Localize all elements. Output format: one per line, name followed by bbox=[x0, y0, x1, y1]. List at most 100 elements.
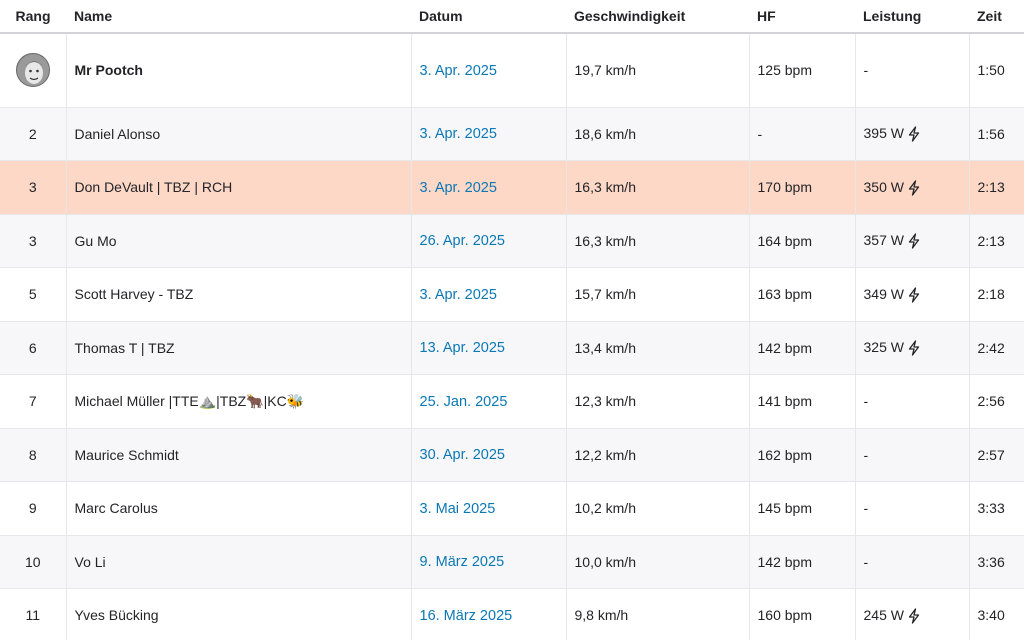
table-row[interactable]: 6 Thomas T | TBZ 13. Apr. 2025 13,4 km/h… bbox=[0, 321, 1024, 375]
table-row[interactable]: 7 Michael Müller |TTE⛰️|TBZ🐂|KC🐝 25. Jan… bbox=[0, 374, 1024, 429]
speed-cell: 19,7 km/h bbox=[566, 33, 750, 108]
hr-cell: 145 bpm bbox=[749, 481, 856, 536]
power-cell: - bbox=[855, 374, 970, 429]
speed-cell: 16,3 km/h bbox=[566, 160, 750, 215]
date-cell: 16. März 2025 bbox=[411, 588, 567, 640]
power-value: 395 W bbox=[863, 125, 904, 142]
athlete-name[interactable]: Daniel Alonso bbox=[66, 107, 412, 161]
time-cell: 2:42 bbox=[969, 321, 1024, 375]
header-rank: Rang bbox=[0, 0, 66, 34]
lightning-bolt-icon bbox=[907, 126, 921, 143]
date-cell: 13. Apr. 2025 bbox=[411, 321, 567, 375]
table-row[interactable]: 11 Yves Bücking 16. März 2025 9,8 km/h 1… bbox=[0, 588, 1024, 640]
table-row[interactable]: 5 Scott Harvey - TBZ 3. Apr. 2025 15,7 k… bbox=[0, 267, 1024, 322]
activity-date-link[interactable]: 25. Jan. 2025 bbox=[419, 393, 508, 410]
rank-cell: 6 bbox=[0, 321, 67, 375]
header-name: Name bbox=[66, 0, 411, 34]
time-cell: 3:36 bbox=[969, 535, 1024, 589]
activity-date-link[interactable]: 9. März 2025 bbox=[419, 554, 505, 571]
table-row[interactable]: 2 Daniel Alonso 3. Apr. 2025 18,6 km/h -… bbox=[0, 107, 1024, 161]
rank-cell: 8 bbox=[0, 428, 67, 482]
header-time: Zeit bbox=[969, 0, 1024, 34]
hr-cell: 125 bpm bbox=[749, 33, 856, 108]
activity-date-link[interactable]: 3. Mai 2025 bbox=[419, 500, 496, 517]
header-speed: Geschwindigkeit bbox=[566, 0, 749, 34]
lightning-bolt-icon bbox=[907, 608, 921, 624]
rank-cell: 10 bbox=[0, 535, 67, 589]
power-cell: - bbox=[855, 33, 970, 108]
rank-cell: 3 bbox=[0, 214, 67, 268]
rank-cell: 9 bbox=[0, 481, 67, 536]
athlete-name[interactable]: Maurice Schmidt bbox=[66, 428, 412, 482]
power-value: 357 W bbox=[863, 232, 904, 249]
table-row-highlighted[interactable]: 3 Don DeVault | TBZ | RCH 3. Apr. 2025 1… bbox=[0, 160, 1024, 215]
lightning-bolt-icon bbox=[907, 180, 921, 196]
date-cell: 3. Mai 2025 bbox=[411, 481, 567, 536]
table-header: Rang Name Datum Geschwindigkeit HF Leist… bbox=[0, 0, 1024, 34]
speed-cell: 10,2 km/h bbox=[566, 481, 750, 536]
speed-cell: 18,6 km/h bbox=[566, 107, 750, 161]
activity-date-link[interactable]: 3. Apr. 2025 bbox=[419, 62, 497, 79]
athlete-name[interactable]: Vo Li bbox=[66, 535, 412, 589]
power-value: 245 W bbox=[863, 606, 904, 623]
lightning-bolt-icon bbox=[907, 233, 921, 250]
power-value: 349 W bbox=[863, 285, 904, 302]
athlete-name[interactable]: Scott Harvey - TBZ bbox=[66, 267, 412, 322]
activity-date-link[interactable]: 3. Apr. 2025 bbox=[419, 286, 497, 303]
header-hr: HF bbox=[749, 0, 855, 34]
time-cell: 2:57 bbox=[969, 428, 1024, 482]
power-cell: 350 W bbox=[855, 160, 970, 215]
speed-cell: 13,4 km/h bbox=[566, 321, 750, 375]
athlete-name[interactable]: Mr Pootch bbox=[66, 33, 412, 108]
power-value: 325 W bbox=[863, 339, 904, 356]
power-cell: - bbox=[855, 428, 970, 482]
lightning-bolt-icon bbox=[907, 287, 921, 303]
table-body: Mr Pootch 3. Apr. 2025 19,7 km/h 125 bpm… bbox=[0, 33, 1024, 640]
athlete-name[interactable]: Gu Mo bbox=[66, 214, 412, 268]
power-cell: 325 W bbox=[855, 321, 970, 375]
table-row[interactable]: 9 Marc Carolus 3. Mai 2025 10,2 km/h 145… bbox=[0, 481, 1024, 536]
power-cell: - bbox=[855, 535, 970, 589]
hr-cell: 141 bpm bbox=[749, 374, 856, 429]
speed-cell: 10,0 km/h bbox=[566, 535, 750, 589]
athlete-name[interactable]: Thomas T | TBZ bbox=[66, 321, 412, 375]
date-cell: 3. Apr. 2025 bbox=[411, 160, 567, 215]
rank-cell: 2 bbox=[0, 107, 67, 161]
activity-date-link[interactable]: 3. Apr. 2025 bbox=[419, 126, 497, 143]
time-cell: 3:40 bbox=[969, 588, 1024, 640]
rank-cell: 7 bbox=[0, 374, 67, 429]
activity-date-link[interactable]: 26. Apr. 2025 bbox=[419, 233, 505, 250]
date-cell: 3. Apr. 2025 bbox=[411, 267, 567, 322]
athlete-name[interactable]: Yves Bücking bbox=[66, 588, 412, 640]
hr-cell: 142 bpm bbox=[749, 321, 856, 375]
header-date: Datum bbox=[411, 0, 566, 34]
lightning-bolt-icon bbox=[907, 340, 921, 357]
speed-cell: 15,7 km/h bbox=[566, 267, 750, 322]
avatar[interactable] bbox=[15, 53, 50, 88]
activity-date-link[interactable]: 13. Apr. 2025 bbox=[419, 340, 505, 357]
date-cell: 3. Apr. 2025 bbox=[411, 33, 567, 108]
table-row[interactable]: Mr Pootch 3. Apr. 2025 19,7 km/h 125 bpm… bbox=[0, 33, 1024, 108]
activity-date-link[interactable]: 16. März 2025 bbox=[419, 607, 513, 624]
speed-cell: 12,3 km/h bbox=[566, 374, 750, 429]
header-power: Leistung bbox=[855, 0, 969, 34]
hr-cell: 162 bpm bbox=[749, 428, 856, 482]
time-cell: 1:56 bbox=[969, 107, 1024, 161]
activity-date-link[interactable]: 30. Apr. 2025 bbox=[419, 447, 505, 464]
athlete-name[interactable]: Michael Müller |TTE⛰️|TBZ🐂|KC🐝 bbox=[66, 374, 412, 429]
power-cell: - bbox=[855, 481, 970, 536]
power-cell: 349 W bbox=[855, 267, 970, 322]
hr-cell: 170 bpm bbox=[749, 160, 856, 215]
table-row[interactable]: 3 Gu Mo 26. Apr. 2025 16,3 km/h 164 bpm … bbox=[0, 214, 1024, 268]
time-cell: 2:56 bbox=[969, 374, 1024, 429]
hr-cell: - bbox=[749, 107, 856, 161]
speed-cell: 9,8 km/h bbox=[566, 588, 750, 640]
table-row[interactable]: 8 Maurice Schmidt 30. Apr. 2025 12,2 km/… bbox=[0, 428, 1024, 482]
speed-cell: 12,2 km/h bbox=[566, 428, 750, 482]
activity-date-link[interactable]: 3. Apr. 2025 bbox=[419, 179, 497, 196]
time-cell: 2:13 bbox=[969, 214, 1024, 268]
table-row[interactable]: 10 Vo Li 9. März 2025 10,0 km/h 142 bpm … bbox=[0, 535, 1024, 589]
hr-cell: 163 bpm bbox=[749, 267, 856, 322]
athlete-name[interactable]: Marc Carolus bbox=[66, 481, 412, 536]
athlete-name[interactable]: Don DeVault | TBZ | RCH bbox=[66, 160, 412, 215]
